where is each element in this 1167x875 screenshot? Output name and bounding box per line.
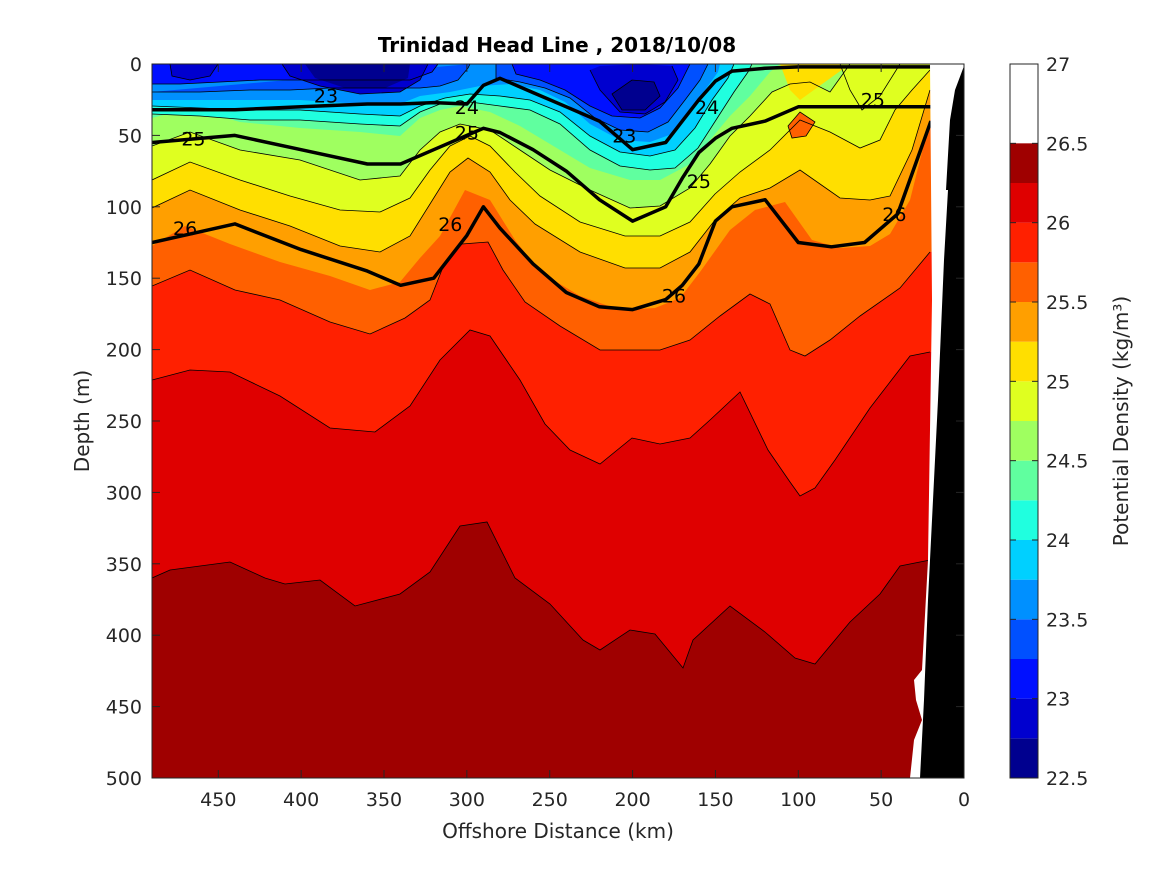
colorbar-tick-label: 23: [1046, 689, 1070, 711]
colorbar-swatch: [1010, 222, 1038, 263]
colorbar-swatch: [1010, 183, 1038, 223]
x-tick-label: 150: [697, 789, 733, 811]
y-tick-label: 450: [106, 697, 142, 719]
seafloor-shelf: [920, 66, 964, 778]
contour-label-text: 26: [173, 218, 197, 240]
contour-label-text: 26: [882, 204, 906, 226]
y-axis-label: Depth (m): [70, 370, 94, 472]
colorbar-swatch: [1010, 579, 1038, 620]
contour-label-text: 25: [181, 128, 205, 150]
contour-label-8: 26: [173, 218, 197, 240]
colorbar-swatch: [1010, 540, 1038, 580]
isopycnal-sigma-25: [152, 105, 931, 223]
colorbar-tick-label: 24.5: [1046, 451, 1088, 473]
colorbar-swatch: [1010, 460, 1038, 501]
x-tick-label: 400: [283, 789, 319, 811]
colorbar-tick-label: 26.5: [1046, 133, 1088, 155]
colorbar-tick-label: 23.5: [1046, 609, 1088, 631]
x-axis: 450 400 350 300 250 200 150 100 50 0: [200, 64, 970, 811]
isopycnal-sigma-24: [152, 65, 931, 152]
y-tick-label: 200: [106, 340, 142, 362]
colorbar-tick-label: 27: [1046, 54, 1070, 76]
contour-label-text: 25: [455, 123, 479, 145]
contour-labels: 23 24 25 25 23 24 25 25 26 26 26 26: [173, 85, 906, 307]
contour-label-11: 26: [882, 204, 906, 226]
colorbar-swatch: [1010, 421, 1038, 461]
y-tick-label: 350: [106, 554, 142, 576]
colorbar: 22.5 23 23.5 24 24.5 25 25.5 26 26.5 27: [1009, 54, 1088, 790]
contour-label-4: 23: [612, 125, 636, 147]
y-tick-label: 0: [130, 54, 142, 76]
y-tick-label: 300: [106, 482, 142, 504]
contour-label-7: 25: [687, 171, 711, 193]
x-tick-label: 300: [449, 789, 485, 811]
isopycnal-sigma-26: [152, 120, 933, 312]
x-tick-label: 100: [780, 789, 816, 811]
x-tick-label: 250: [532, 789, 568, 811]
contour-label-text: 26: [662, 285, 686, 307]
colorbar-swatch: [1010, 500, 1038, 540]
plot-area: [152, 64, 964, 778]
y-tick-label: 100: [106, 197, 142, 219]
y-tick-label: 500: [106, 768, 142, 790]
band-green-upper-right: [840, 64, 900, 110]
band-sigma-23-5-west: [170, 64, 218, 80]
colorbar-tick-label: 22.5: [1046, 768, 1088, 790]
colorbar-swatch: [1010, 302, 1038, 342]
x-axis-label: Offshore Distance (km): [442, 819, 674, 843]
contour-label-9: 26: [438, 214, 462, 236]
contour-label-text: 24: [695, 97, 719, 119]
contour-label-3: 25: [455, 123, 479, 145]
colorbar-swatch: [1010, 381, 1038, 421]
x-tick-label: 50: [869, 789, 893, 811]
colorbar-swatch: [1010, 659, 1038, 699]
contour-label-0: 23: [314, 85, 338, 107]
y-tick-label: 150: [106, 268, 142, 290]
colorbar-swatch: [1010, 698, 1038, 739]
contour-label-2: 25: [181, 128, 205, 150]
colorbar-tick-label: 26: [1046, 213, 1070, 235]
contour-label-text: 23: [612, 125, 636, 147]
contour-label-6: 25: [861, 90, 885, 112]
y-tick-label: 400: [106, 625, 142, 647]
band-sigma-23-east: [612, 80, 660, 110]
colorbar-swatch: [1010, 143, 1038, 183]
y-axis: 0 50 100 150 200 250 300 350 400 450 500: [106, 54, 964, 790]
chart-title: Trinidad Head Line , 2018/10/08: [378, 33, 736, 57]
colorbar-tick-label: 25: [1046, 371, 1070, 393]
contour-label-5: 24: [695, 97, 719, 119]
band-yellow-upper-right: [780, 64, 850, 100]
thin-contours: [152, 64, 931, 669]
x-tick-label: 0: [958, 789, 970, 811]
seafloor-overhang: [944, 66, 964, 190]
contour-label-text: 26: [438, 214, 462, 236]
contour-label-10: 26: [662, 285, 686, 307]
contour-label-text: 25: [861, 90, 885, 112]
x-tick-label: 200: [614, 789, 650, 811]
labeled-isopycnals: [152, 65, 933, 312]
contour-label-text: 24: [455, 97, 479, 119]
colorbar-swatch: [1010, 262, 1038, 302]
x-tick-label: 350: [366, 789, 402, 811]
y-tick-label: 50: [118, 125, 142, 147]
colorbar-swatch: [1010, 619, 1038, 659]
colorbar-label: Potential Density (kg/m³): [1109, 296, 1133, 547]
x-tick-label: 450: [200, 789, 236, 811]
colorbar-tick-label: 25.5: [1046, 292, 1088, 314]
colorbar-tick-label: 24: [1046, 530, 1070, 552]
colorbar-frame: [1009, 63, 1039, 779]
contour-label-text: 23: [314, 85, 338, 107]
contour-label-text: 25: [687, 171, 711, 193]
colorbar-swatch: [1010, 341, 1038, 382]
y-tick-label: 250: [106, 411, 142, 433]
colorbar-swatch: [1010, 738, 1038, 778]
contour-label-1: 24: [455, 97, 479, 119]
